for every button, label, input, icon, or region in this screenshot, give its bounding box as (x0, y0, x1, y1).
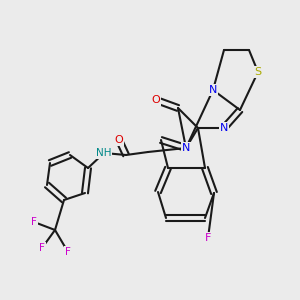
Text: N: N (209, 85, 217, 95)
Text: O: O (152, 95, 160, 105)
Text: F: F (65, 247, 71, 257)
Text: NH: NH (96, 148, 112, 158)
Text: S: S (254, 67, 262, 77)
Text: F: F (205, 233, 211, 243)
Text: F: F (39, 243, 45, 253)
Text: F: F (31, 217, 37, 227)
Text: N: N (182, 143, 190, 153)
Text: N: N (220, 123, 228, 133)
Text: O: O (115, 135, 123, 145)
